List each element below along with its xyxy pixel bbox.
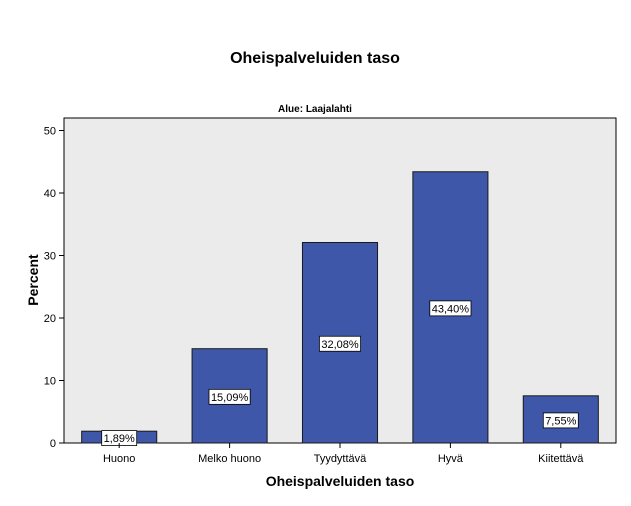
data-label-box xyxy=(429,300,472,317)
x-axis-ticks: Huono Melko huono Tyydyttävä Hyvä Kiitettävä xyxy=(103,443,584,465)
data-label: 43,40% xyxy=(432,303,470,315)
data-label-box xyxy=(318,335,361,352)
x-tick-label: Kiitettävä xyxy=(538,453,584,465)
x-axis-label: Oheispalveluiden taso xyxy=(266,473,415,489)
y-tick-label: 10 xyxy=(44,376,56,388)
x-tick-label: Tyydyttävä xyxy=(314,453,367,465)
y-tick-label: 20 xyxy=(44,313,56,325)
data-label: 15,09% xyxy=(211,392,249,404)
data-label: 7,55% xyxy=(545,415,576,427)
x-tick-label: Melko huono xyxy=(198,453,261,465)
y-tick-label: 30 xyxy=(44,251,56,263)
data-label: 32,08% xyxy=(321,339,359,351)
x-tick-label: Huono xyxy=(103,453,135,465)
data-label-box xyxy=(542,412,579,429)
y-axis-ticks: 0 10 20 30 40 50 xyxy=(44,126,64,450)
x-tick-label: Hyvä xyxy=(438,453,464,465)
y-tick-label: 40 xyxy=(44,188,56,200)
y-tick-label: 0 xyxy=(50,438,56,450)
y-tick-label: 50 xyxy=(44,126,56,138)
y-axis-label: Percent xyxy=(25,254,41,306)
data-label: 1,89% xyxy=(104,433,135,445)
data-label-box xyxy=(208,388,251,405)
chart-subtitle: Alue: Laajalahti xyxy=(278,104,352,115)
chart-title: Oheispalveluiden taso xyxy=(230,50,400,67)
